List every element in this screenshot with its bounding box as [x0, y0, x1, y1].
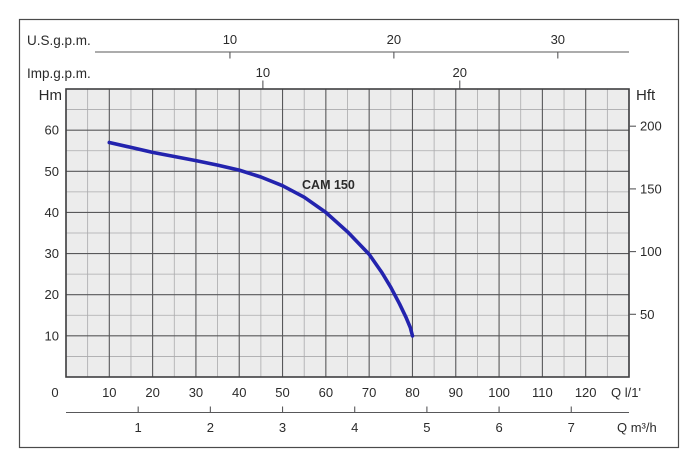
us-gpm-tick-label: 30: [551, 32, 565, 47]
hm-axis-label: Hm: [39, 87, 62, 104]
flow-m3h-tick-label: 2: [207, 420, 214, 435]
flow-lpm-tick-label: 50: [275, 385, 289, 400]
series-label: CAM 150: [302, 178, 355, 192]
us-gpm-axis-label: U.S.g.p.m.: [27, 33, 91, 48]
flow-lpm-tick-label: 40: [232, 385, 246, 400]
hft-tick-label: 50: [640, 307, 654, 322]
flow-lpm-tick-label: 90: [449, 385, 463, 400]
hm-tick-label: 30: [45, 246, 59, 261]
flow-lpm-tick-label: 0: [51, 385, 58, 400]
flow-lpm-tick-label: 110: [532, 385, 553, 400]
hm-tick-label: 40: [45, 205, 59, 220]
flow-lpm-tick-label: 70: [362, 385, 376, 400]
flow-m3h-axis-label: Q m³/h: [617, 420, 657, 435]
hft-axis-label: Hft: [636, 87, 656, 104]
hft-tick-label: 100: [640, 244, 662, 259]
flow-m3h-tick-label: 5: [423, 420, 430, 435]
flow-lpm-tick-label: 100: [488, 385, 510, 400]
hm-tick-label: 60: [45, 123, 59, 138]
flow-lpm-tick-label: 20: [145, 385, 159, 400]
plot-border: [65, 88, 630, 378]
flow-m3h-tick-label: 1: [135, 420, 142, 435]
flow-m3h-tick-label: 7: [568, 420, 575, 435]
hft-tick-label: 200: [640, 119, 662, 134]
imp-gpm-axis-label: Imp.g.p.m.: [27, 66, 91, 81]
hft-tick-label: 150: [640, 181, 662, 196]
us-gpm-tick-label: 20: [387, 32, 401, 47]
flow-m3h-tick-label: 3: [279, 420, 286, 435]
flow-m3h-tick-label: 4: [351, 420, 358, 435]
flow-lpm-tick-label: 120: [575, 385, 597, 400]
flow-lpm-axis-label: Q l/1': [611, 385, 641, 400]
flow-lpm-tick-label: 10: [102, 385, 116, 400]
hm-tick-label: 50: [45, 164, 59, 179]
flow-lpm-tick-label: 60: [319, 385, 333, 400]
hm-tick-label: 20: [45, 287, 59, 302]
flow-lpm-tick-label: 80: [405, 385, 419, 400]
pump-curve: [107, 140, 415, 338]
flow-m3h-tick-label: 6: [495, 420, 502, 435]
chart-frame: [18, 18, 680, 449]
imp-gpm-tick-label: 20: [453, 65, 467, 80]
us-gpm-tick-label: 10: [223, 32, 237, 47]
hm-tick-label: 10: [45, 328, 59, 343]
flow-lpm-tick-label: 30: [189, 385, 203, 400]
imp-gpm-tick-label: 10: [256, 65, 270, 80]
